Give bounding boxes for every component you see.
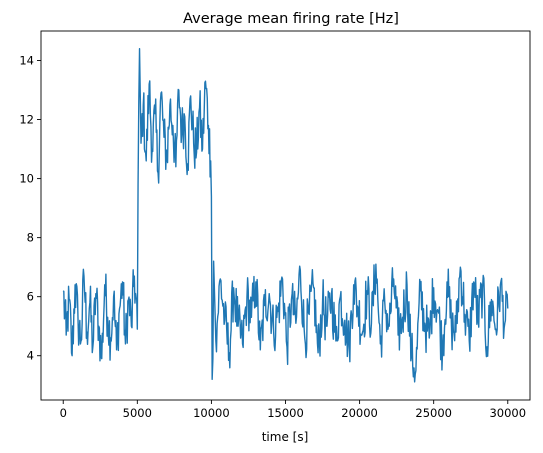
y-tick-label: 8 — [27, 231, 34, 245]
series-line — [62, 48, 509, 383]
x-tick-label: 10000 — [193, 406, 230, 420]
axes-frame — [40, 30, 531, 401]
axes: 0 5000 10000 15000 20000 25000 30000 4 6 8 10 12 14 — [19, 30, 531, 420]
y-tick-label: 14 — [19, 54, 34, 68]
chart-title: Average mean firing rate [Hz] — [183, 11, 399, 27]
x-tick-label: 25000 — [415, 406, 452, 420]
y-tick-label: 6 — [27, 290, 34, 304]
x-tick-label: 20000 — [341, 406, 378, 420]
y-tick-label: 12 — [19, 113, 34, 127]
plot-area — [62, 48, 509, 383]
x-tick-label: 30000 — [489, 406, 526, 420]
x-axis-label: time [s] — [262, 430, 309, 444]
y-tick-label: 4 — [27, 349, 34, 363]
x-tick-label: 5000 — [123, 406, 152, 420]
x-tick-label: 15000 — [267, 406, 304, 420]
y-tick-label: 10 — [19, 172, 34, 186]
x-tick-label: 0 — [60, 406, 67, 420]
